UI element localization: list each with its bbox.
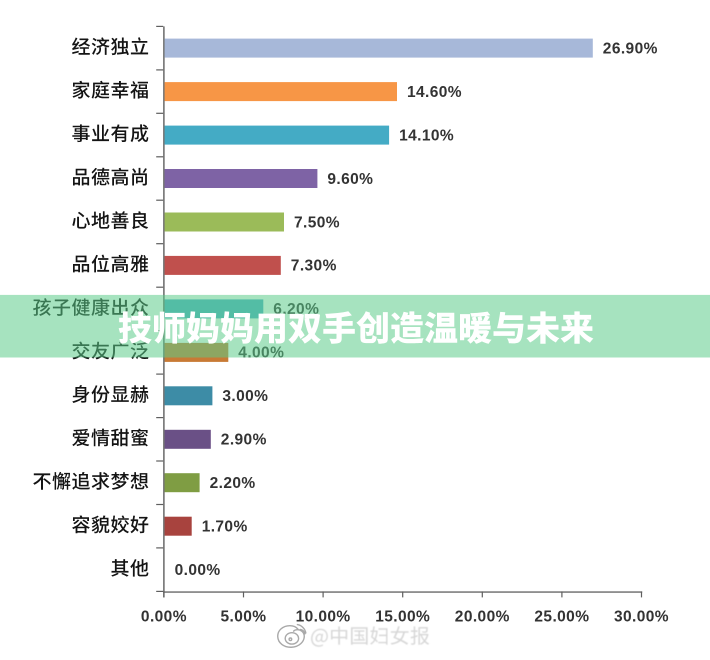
svg-text:14.60%: 14.60% bbox=[407, 84, 462, 101]
svg-text:20.00%: 20.00% bbox=[455, 608, 510, 625]
svg-text:15.00%: 15.00% bbox=[375, 608, 430, 625]
svg-text:25.00%: 25.00% bbox=[534, 608, 589, 625]
svg-text:0.00%: 0.00% bbox=[175, 562, 221, 579]
svg-text:26.90%: 26.90% bbox=[603, 40, 658, 57]
svg-text:2.20%: 2.20% bbox=[210, 475, 256, 492]
svg-text:5.00%: 5.00% bbox=[221, 608, 267, 625]
svg-text:7.30%: 7.30% bbox=[291, 258, 337, 275]
svg-text:0.00%: 0.00% bbox=[141, 608, 187, 625]
svg-text:7.50%: 7.50% bbox=[294, 214, 340, 231]
svg-text:9.60%: 9.60% bbox=[327, 171, 373, 188]
svg-text:3.00%: 3.00% bbox=[222, 388, 268, 405]
svg-text:1.70%: 1.70% bbox=[202, 519, 248, 536]
svg-text:2.90%: 2.90% bbox=[221, 432, 267, 449]
svg-text:10.00%: 10.00% bbox=[296, 608, 351, 625]
svg-text:30.00%: 30.00% bbox=[614, 608, 669, 625]
svg-text:14.10%: 14.10% bbox=[399, 127, 454, 144]
